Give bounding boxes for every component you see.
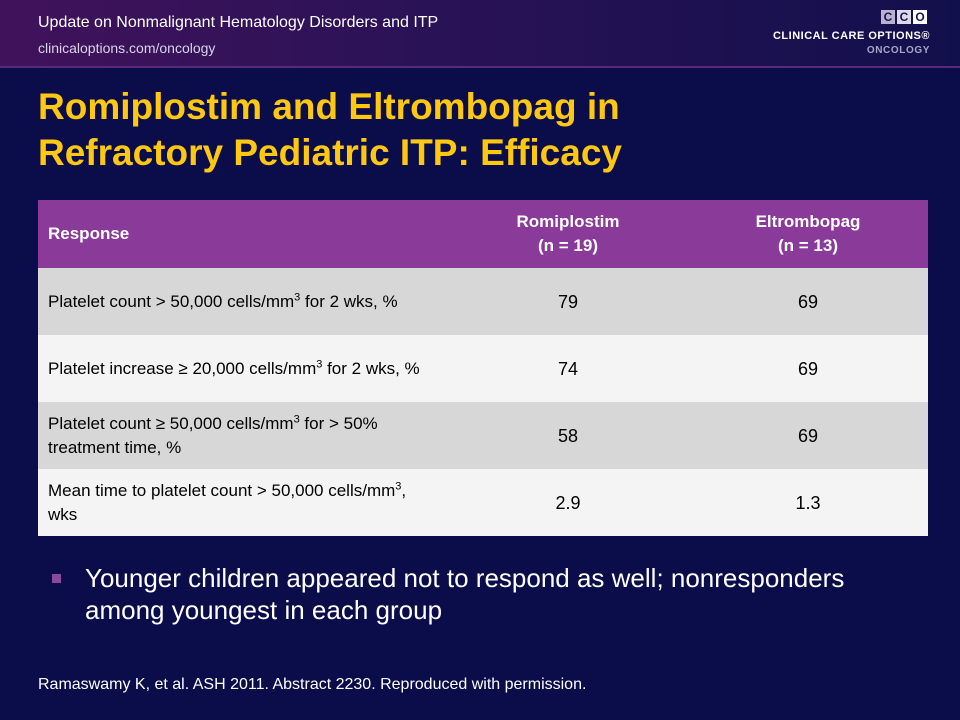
row-label-text-end: for 2 wks, %: [322, 358, 420, 378]
slide-title-line2: Refractory Pediatric ITP: Efficacy: [38, 132, 622, 173]
column-header-response: Response: [48, 224, 130, 243]
series-title: Update on Nonmalignant Hematology Disord…: [38, 14, 439, 31]
eltrombopag-value: 69: [797, 291, 819, 312]
row-label-superscript: 3: [293, 412, 300, 425]
row-label: Platelet count > 50,000 cells/mm3 for 2 …: [38, 268, 448, 335]
row-label-text-end: for 2 wks, %: [300, 291, 398, 311]
table-row: Platelet increase ≥ 20,000 cells/mm3 for…: [38, 335, 928, 402]
cco-logo-boxes: C C O: [881, 10, 927, 24]
row-label-text-end: for > 50% treatment time, %: [48, 413, 378, 457]
slide-title-line1: Romiplostim and Eltrombopag in: [38, 86, 620, 127]
romiplostim-value: 2.9: [555, 492, 581, 513]
row-label: Platelet count ≥ 50,000 cells/mm3 for > …: [38, 402, 448, 469]
row-label-text: Platelet increase ≥ 20,000 cells/mm: [48, 358, 317, 378]
table-row: Platelet count > 50,000 cells/mm3 for 2 …: [38, 268, 928, 335]
eltrombopag-value: 1.3: [795, 492, 821, 513]
bullet-point: Younger children appeared not to respond…: [52, 562, 922, 626]
column-header-romiplostim: Romiplostim (n = 19): [448, 200, 688, 268]
row-label: Mean time to platelet count > 50,000 cel…: [38, 469, 448, 536]
eltrombopag-value: 69: [797, 425, 819, 446]
eltrombopag-value: 69: [797, 358, 819, 379]
row-label-text: Platelet count > 50,000 cells/mm: [48, 291, 295, 311]
slide-title: Romiplostim and Eltrombopag in Refractor…: [38, 84, 918, 176]
efficacy-table: Response Romiplostim (n = 19) Eltrombopa…: [38, 200, 928, 536]
row-label: Platelet increase ≥ 20,000 cells/mm3 for…: [38, 335, 448, 402]
eltrombopag-header-name: Eltrombopag: [755, 212, 861, 231]
row-label-superscript: 3: [316, 357, 323, 370]
logo-letter-c2: C: [897, 10, 911, 24]
romiplostim-value: 79: [557, 291, 579, 312]
romiplostim-value: 74: [557, 358, 579, 379]
series-url: clinicaloptions.com/oncology: [38, 40, 216, 56]
logo-subtitle: ONCOLOGY: [866, 45, 930, 56]
table-header-row: Response Romiplostim (n = 19) Eltrombopa…: [38, 200, 928, 268]
logo-name: CLINICAL CARE OPTIONS®: [772, 30, 930, 42]
row-label-text: Mean time to platelet count > 50,000 cel…: [48, 480, 396, 500]
square-bullet-icon: [52, 574, 61, 583]
row-label-text: Platelet count ≥ 50,000 cells/mm: [48, 413, 294, 433]
romiplostim-value: 58: [557, 425, 579, 446]
header-band: [0, 0, 960, 66]
logo-letter-o: O: [913, 10, 927, 24]
citation: Ramaswamy K, et al. ASH 2011. Abstract 2…: [38, 676, 587, 693]
header-divider: [0, 66, 960, 68]
romiplostim-header-n: (n = 19): [538, 236, 598, 255]
romiplostim-header-name: Romiplostim: [516, 212, 620, 231]
row-label-superscript: 3: [395, 479, 402, 492]
column-header-eltrombopag: Eltrombopag (n = 13): [688, 200, 928, 268]
table-row: Platelet count ≥ 50,000 cells/mm3 for > …: [38, 402, 928, 469]
cco-logo: C C O CLINICAL CARE OPTIONS® ONCOLOGY: [773, 10, 930, 60]
row-label-text-end: , wks: [48, 480, 407, 524]
logo-letter-c1: C: [881, 10, 895, 24]
row-label-superscript: 3: [294, 290, 301, 303]
bullet-text: Younger children appeared not to respond…: [85, 563, 845, 625]
table-row: Mean time to platelet count > 50,000 cel…: [38, 469, 928, 536]
eltrombopag-header-n: (n = 13): [778, 236, 838, 255]
